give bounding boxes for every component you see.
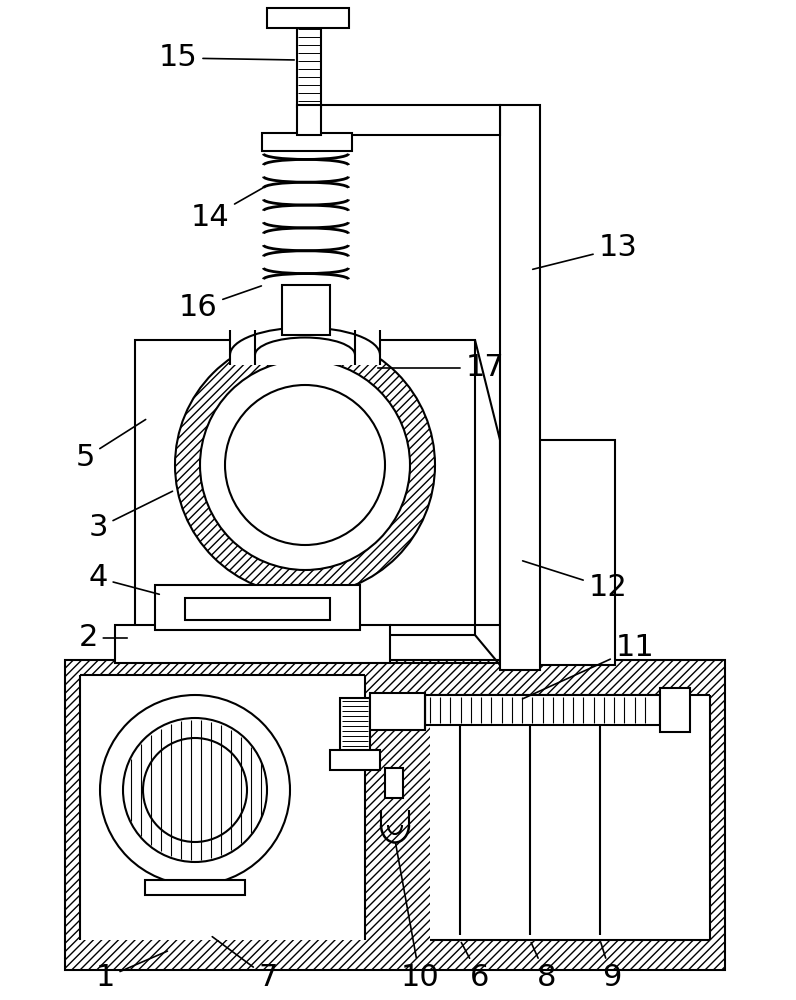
Circle shape: [200, 360, 410, 570]
Bar: [115, 625, 390, 663]
Bar: [155, 585, 360, 630]
Text: 3: 3: [88, 491, 173, 542]
Text: 15: 15: [158, 43, 295, 73]
Text: 17: 17: [378, 354, 505, 382]
Text: 8: 8: [531, 943, 556, 992]
Circle shape: [100, 695, 290, 885]
Bar: [330, 750, 380, 770]
Text: 11: 11: [522, 634, 654, 699]
Bar: [425, 695, 660, 725]
Bar: [297, 25, 321, 107]
Bar: [282, 285, 330, 335]
Text: 12: 12: [523, 561, 627, 602]
Text: 2: 2: [78, 624, 127, 652]
Circle shape: [175, 335, 435, 595]
Bar: [370, 693, 425, 730]
Text: 4: 4: [88, 564, 159, 594]
Bar: [297, 105, 321, 135]
Text: 10: 10: [396, 843, 439, 992]
Bar: [230, 330, 380, 365]
Bar: [145, 880, 245, 895]
Bar: [385, 768, 403, 798]
Text: 1: 1: [96, 951, 167, 992]
Bar: [185, 598, 330, 620]
Bar: [267, 8, 349, 28]
Bar: [500, 440, 615, 665]
Text: 16: 16: [178, 286, 261, 322]
Text: 5: 5: [76, 419, 146, 473]
Bar: [65, 660, 725, 970]
Bar: [340, 698, 370, 753]
Text: 9: 9: [601, 943, 622, 992]
Text: 13: 13: [533, 233, 638, 269]
Bar: [135, 340, 475, 635]
Circle shape: [225, 385, 385, 545]
Bar: [307, 105, 500, 135]
Bar: [262, 133, 352, 151]
Text: 14: 14: [190, 186, 266, 232]
Bar: [660, 688, 690, 732]
Circle shape: [143, 738, 247, 842]
Circle shape: [123, 718, 267, 862]
Bar: [430, 695, 710, 940]
Bar: [80, 675, 365, 940]
Text: 6: 6: [462, 942, 490, 992]
Bar: [500, 105, 540, 670]
Text: 7: 7: [213, 937, 278, 992]
